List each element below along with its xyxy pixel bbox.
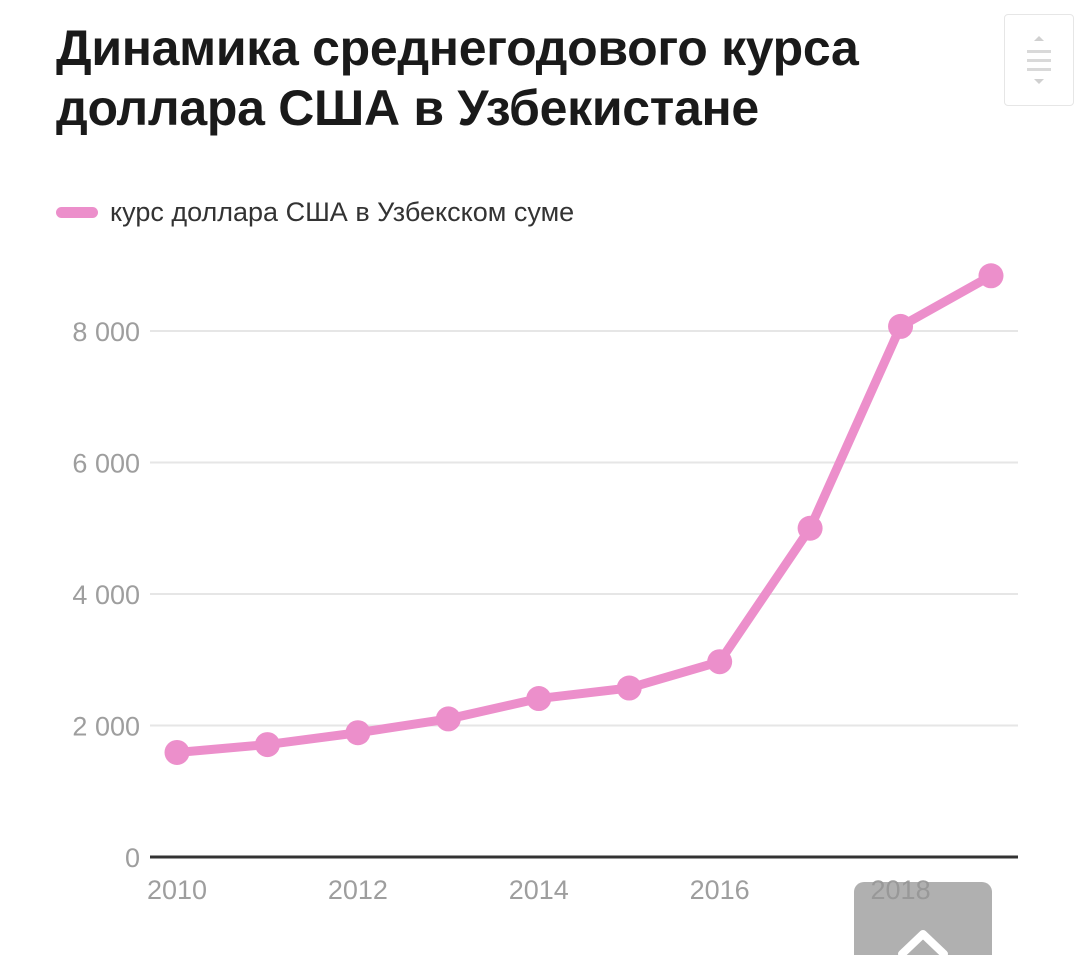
x-tick-label: 2012 <box>328 875 388 905</box>
y-tick-label: 4 000 <box>72 580 140 610</box>
scroll-to-top-button[interactable] <box>854 882 992 955</box>
data-point <box>435 706 461 732</box>
data-point <box>345 720 371 746</box>
x-tick-label: 2010 <box>147 875 207 905</box>
x-tick-label: 2016 <box>690 875 750 905</box>
data-point <box>888 313 914 339</box>
data-point <box>616 675 642 701</box>
data-point <box>978 263 1004 289</box>
data-point <box>526 686 552 712</box>
legend-swatch <box>56 206 98 218</box>
data-point <box>254 732 280 758</box>
data-point <box>797 515 823 541</box>
data-point <box>707 649 733 675</box>
chart-menu-button[interactable] <box>1004 14 1074 106</box>
y-tick-label: 0 <box>125 843 140 873</box>
series-line <box>172 271 996 757</box>
legend-label: курс доллара США в Узбекском суме <box>110 196 575 227</box>
data-point <box>164 739 190 765</box>
chart-title: Динамика среднегодового курса доллара СШ… <box>56 20 859 136</box>
chart-legend[interactable]: курс доллара США в Узбекском суме <box>56 192 574 232</box>
y-tick-label: 2 000 <box>72 712 140 742</box>
chevron-up-icon <box>898 930 948 955</box>
y-tick-label: 6 000 <box>72 449 140 479</box>
hamburger-menu-icon <box>1027 36 1051 84</box>
x-tick-label: 2014 <box>509 875 569 905</box>
y-tick-label: 8 000 <box>72 317 140 347</box>
